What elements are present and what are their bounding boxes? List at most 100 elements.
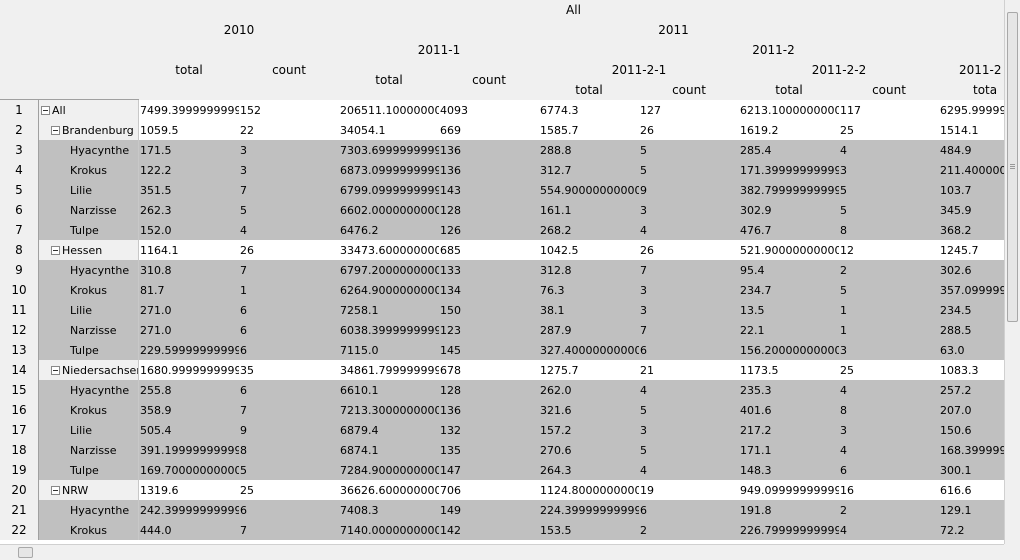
data-cell[interactable]: 4 bbox=[839, 520, 939, 540]
data-cell[interactable]: 1173.5 bbox=[739, 360, 839, 380]
data-cell[interactable]: 26 bbox=[239, 240, 339, 260]
data-cell[interactable]: 7 bbox=[639, 320, 739, 340]
data-cell[interactable]: 7115.0 bbox=[339, 340, 439, 360]
data-cell[interactable]: 521.9000000000001 bbox=[739, 240, 839, 260]
table-row[interactable]: 5 Lilie 351.576799.099999999999143554.9000… bbox=[0, 180, 1004, 200]
data-cell[interactable]: 678 bbox=[439, 360, 539, 380]
data-cell[interactable]: 5 bbox=[839, 280, 939, 300]
data-cell[interactable]: 1164.1 bbox=[139, 240, 239, 260]
row-header[interactable]: Lilie bbox=[39, 420, 139, 440]
header-2011-1-total[interactable]: total bbox=[339, 60, 440, 100]
table-row[interactable]: 6Narzisse262.356602.000000000001128161.1… bbox=[0, 200, 1004, 220]
data-cell[interactable]: 34861.799999999... bbox=[339, 360, 439, 380]
data-cell[interactable]: 321.6 bbox=[539, 400, 639, 420]
data-cell[interactable]: 7140.000000000001 bbox=[339, 520, 439, 540]
data-cell[interactable]: 136 bbox=[439, 140, 539, 160]
table-row[interactable]: 15 Hyacynthe 255.8 6 6610.1 128 262.0 4 235.3 4 25… bbox=[0, 380, 1004, 400]
header-2011-2-3[interactable]: 2011-2 bbox=[939, 60, 1004, 81]
data-cell[interactable]: 4 bbox=[839, 380, 939, 400]
data-cell[interactable]: 217.2 bbox=[739, 420, 839, 440]
data-cell[interactable]: 7213.300000000002 bbox=[339, 400, 439, 420]
data-cell[interactable]: 949.0999999999999 bbox=[739, 480, 839, 500]
data-cell[interactable]: 12 bbox=[839, 240, 939, 260]
data-cell[interactable]: 401.6 bbox=[739, 400, 839, 420]
data-cell[interactable]: 3 bbox=[839, 160, 939, 180]
data-cell[interactable]: 72.2 bbox=[939, 520, 1004, 540]
row-header[interactable]: NRW bbox=[39, 480, 139, 500]
data-cell[interactable]: 616.6 bbox=[939, 480, 1004, 500]
data-cell[interactable]: 8 bbox=[839, 220, 939, 240]
data-cell[interactable]: 4 bbox=[839, 440, 939, 460]
data-cell[interactable]: 5 bbox=[639, 400, 739, 420]
data-cell[interactable]: 3 bbox=[839, 340, 939, 360]
data-cell[interactable]: 302.6 bbox=[939, 260, 1004, 280]
data-cell[interactable]: 13.5 bbox=[739, 300, 839, 320]
data-cell[interactable]: 7 bbox=[239, 520, 339, 540]
table-row[interactable]: 7 Tulpe 152.0 4 6476.2 126 268.2 4 476.7 8 368.2 bbox=[0, 220, 1004, 240]
data-cell[interactable]: 33473.600000000... bbox=[339, 240, 439, 260]
data-cell[interactable]: 1 bbox=[839, 300, 939, 320]
data-cell[interactable]: 19 bbox=[639, 480, 739, 500]
data-cell[interactable]: 358.9 bbox=[139, 400, 239, 420]
data-cell[interactable]: 76.3 bbox=[539, 280, 639, 300]
row-header[interactable]: Tulpe bbox=[39, 220, 139, 240]
data-cell[interactable]: 26 bbox=[639, 240, 739, 260]
row-header[interactable]: Hyacynthe bbox=[39, 260, 139, 280]
row-header[interactable]: Narzisse bbox=[39, 200, 139, 220]
data-cell[interactable]: 129.1 bbox=[939, 500, 1004, 520]
data-cell[interactable]: 161.1 bbox=[539, 200, 639, 220]
data-cell[interactable]: 6 bbox=[239, 500, 339, 520]
header-2011-2[interactable]: 2011-2 bbox=[539, 40, 1004, 61]
data-cell[interactable]: 5 bbox=[239, 200, 339, 220]
table-row[interactable]: 19 Tulpe 169.70000000000...57284.900000000… bbox=[0, 460, 1004, 480]
data-cell[interactable]: 2 bbox=[639, 520, 739, 540]
row-header[interactable]: Hyacynthe bbox=[39, 500, 139, 520]
header-2011-2-3-total[interactable]: tota bbox=[939, 80, 1004, 100]
data-cell[interactable]: 257.2 bbox=[939, 380, 1004, 400]
data-cell[interactable]: 6873.0999999999... bbox=[339, 160, 439, 180]
data-cell[interactable]: 5 bbox=[239, 460, 339, 480]
row-header[interactable]: Krokus bbox=[39, 400, 139, 420]
data-cell[interactable]: 5 bbox=[639, 160, 739, 180]
data-cell[interactable]: 484.9 bbox=[939, 140, 1004, 160]
data-cell[interactable]: 270.6 bbox=[539, 440, 639, 460]
header-2011-2-1-count[interactable]: count bbox=[639, 80, 740, 100]
row-header[interactable]: Narzisse bbox=[39, 440, 139, 460]
data-cell[interactable]: 345.9 bbox=[939, 200, 1004, 220]
data-cell[interactable]: 351.5 bbox=[139, 180, 239, 200]
table-row[interactable]: 4Krokus122.236873.0999999999...136312.75… bbox=[0, 160, 1004, 180]
data-cell[interactable]: 2 bbox=[839, 260, 939, 280]
data-cell[interactable]: 391.19999999999... bbox=[139, 440, 239, 460]
row-header[interactable]: Narzisse bbox=[39, 320, 139, 340]
row-header[interactable]: Krokus bbox=[39, 280, 139, 300]
collapse-icon[interactable] bbox=[51, 365, 60, 375]
row-header[interactable]: Brandenburg bbox=[39, 120, 139, 140]
data-cell[interactable]: 476.7 bbox=[739, 220, 839, 240]
header-2010-count[interactable]: count bbox=[239, 40, 340, 100]
data-cell[interactable]: 1245.7 bbox=[939, 240, 1004, 260]
data-cell[interactable]: 147 bbox=[439, 460, 539, 480]
header-2011-2-1[interactable]: 2011-2-1 bbox=[539, 60, 740, 81]
data-cell[interactable]: 149 bbox=[439, 500, 539, 520]
data-cell[interactable]: 103.7 bbox=[939, 180, 1004, 200]
data-cell[interactable]: 302.9 bbox=[739, 200, 839, 220]
row-header[interactable]: Lilie bbox=[39, 300, 139, 320]
table-row[interactable]: 3Hyacynthe171.537303.699999999999136288.… bbox=[0, 140, 1004, 160]
header-year-2011[interactable]: 2011 bbox=[339, 20, 1004, 41]
table-row[interactable]: 18 Narzisse 391.19999999999...86874.113527… bbox=[0, 440, 1004, 460]
row-header[interactable]: Niedersachsen bbox=[39, 360, 139, 380]
data-cell[interactable]: 4 bbox=[839, 140, 939, 160]
data-cell[interactable]: 234.7 bbox=[739, 280, 839, 300]
data-cell[interactable]: 6774.3 bbox=[539, 100, 639, 120]
data-cell[interactable]: 3 bbox=[639, 280, 739, 300]
data-cell[interactable]: 6799.099999999999 bbox=[339, 180, 439, 200]
data-cell[interactable]: 6 bbox=[239, 380, 339, 400]
data-cell[interactable]: 133 bbox=[439, 260, 539, 280]
table-row[interactable]: 20 NRW 1319.62536626.6000000000017061124.8… bbox=[0, 480, 1004, 500]
row-header[interactable]: Krokus bbox=[39, 160, 139, 180]
data-cell[interactable]: 7258.1 bbox=[339, 300, 439, 320]
horizontal-scroll-thumb[interactable] bbox=[18, 547, 33, 558]
collapse-icon[interactable] bbox=[41, 105, 50, 115]
collapse-icon[interactable] bbox=[51, 485, 60, 495]
